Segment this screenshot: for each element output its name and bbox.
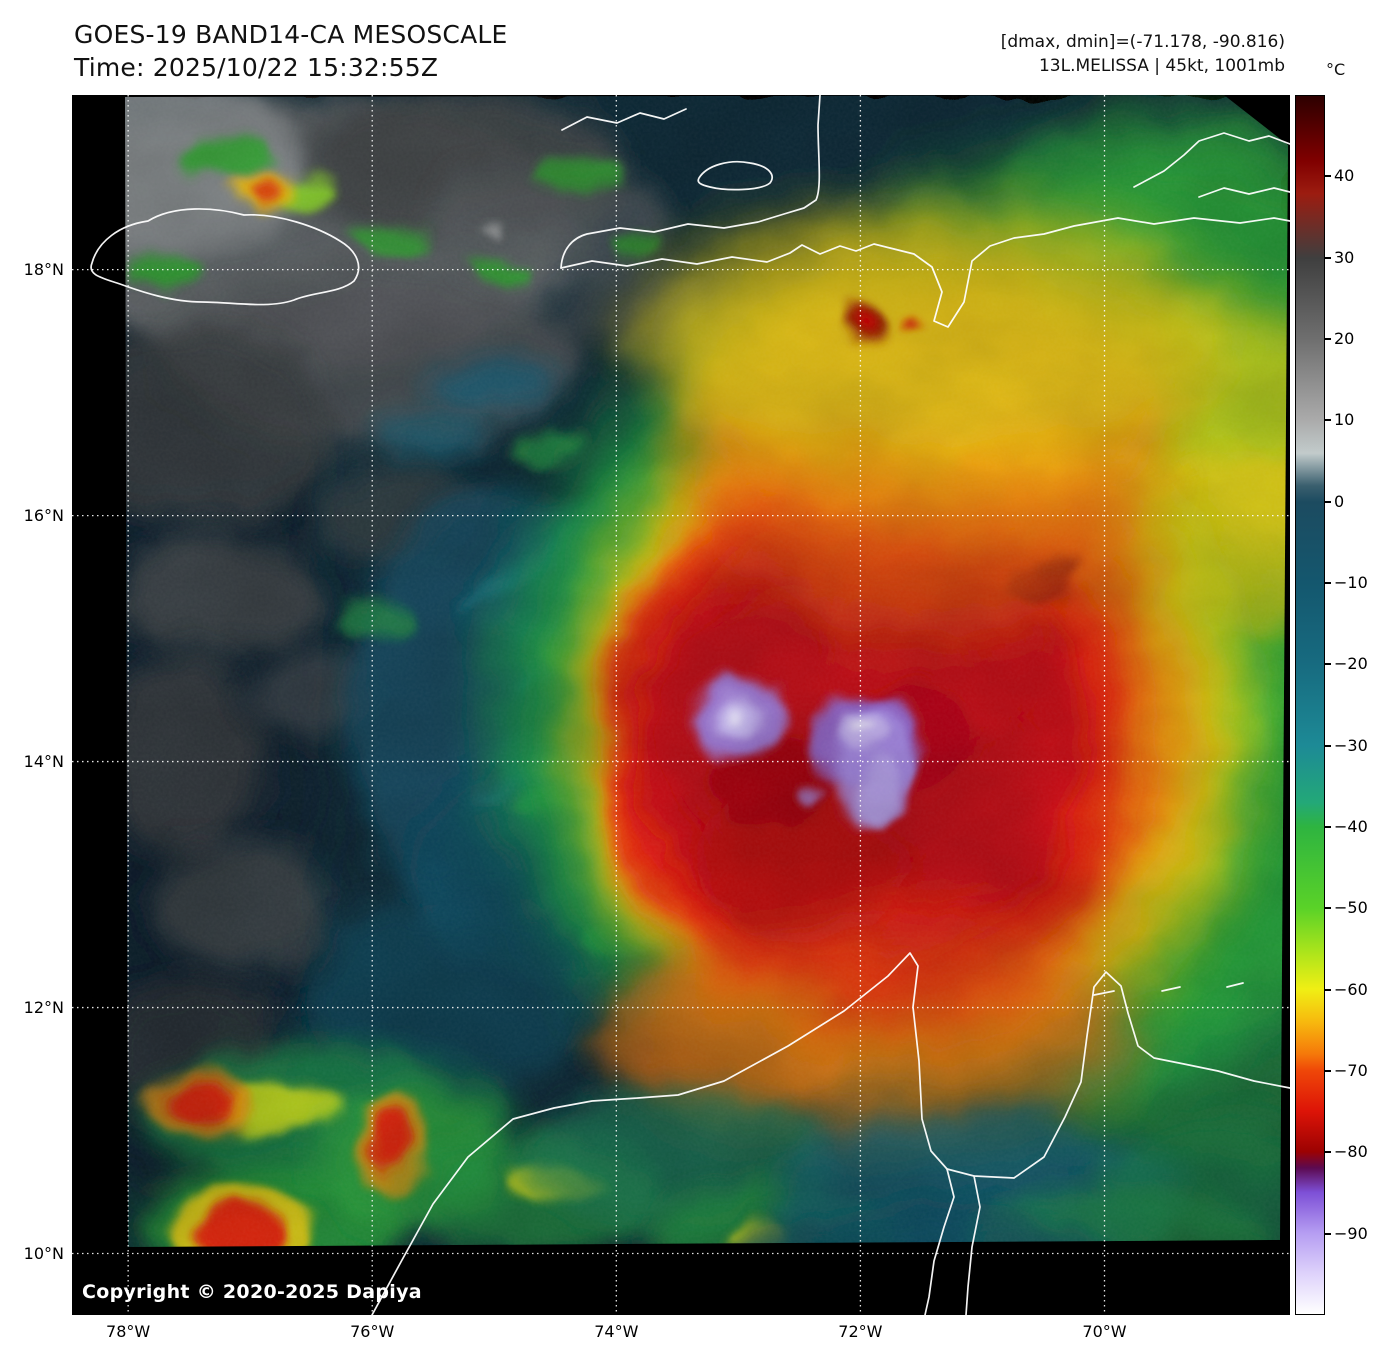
colorbar-tick-label: −50 [1334,898,1368,918]
colorbar-tick-label: −70 [1334,1061,1368,1080]
timestamp: Time: 2025/10/22 15:32:55Z [74,53,439,82]
longitude-tick-label: 72°W [838,1322,883,1341]
colorbar-unit-label: °C [1326,60,1346,79]
colorbar-tick-mark [1325,582,1331,584]
coastline-south-america [371,952,1290,1315]
colorbar-tick-label: −90 [1334,1223,1368,1243]
coastline-haiti-west [560,95,821,269]
colorbar-tick-mark [1325,907,1331,910]
coastline-hispaniola-south [560,217,1290,328]
grid-lines [72,95,1290,1315]
latitude-tick-label: 16°N [23,505,64,525]
colorbar-tick-label: −80 [1334,1142,1368,1162]
colorbar-tick-label: −10 [1334,573,1368,592]
colorbar-tick-label: 0 [1334,491,1345,511]
coastline-maracaibo-west [924,1168,955,1315]
colorbar-tick-label: 30 [1334,247,1355,267]
coastlines [90,95,1290,1315]
coastline-abc-islands [1093,982,1244,996]
colorbar-tick-label: −20 [1334,654,1368,674]
colorbar-tick-mark [1325,256,1331,259]
latitude-tick-label: 12°N [23,997,64,1017]
colorbar-tick-mark [1325,1232,1331,1235]
data-region [125,95,1288,1247]
colorbar-tick-mark [1325,1151,1331,1154]
longitude-tick-label: 74°W [594,1322,639,1341]
colorbar-tick-mark [1325,338,1331,340]
coastline-jamaica [90,208,360,306]
colorbar-tick-label: 20 [1334,329,1355,348]
dmax-dmin-readout: [dmax, dmin]=(-71.178, -90.816) [1000,32,1285,52]
header-right: [dmax, dmin]=(-71.178, -90.816) 13L.MELI… [1001,30,1285,78]
colorbar-tick-mark [1325,744,1331,747]
colorbar-tick-mark [1325,1070,1331,1072]
colorbar-tick-mark [1325,175,1331,178]
colorbar-tick-label: 10 [1334,410,1355,430]
colorbar-tick-mark [1325,988,1331,991]
latitude-tick-label: 14°N [23,751,64,771]
colorbar-tick-mark [1325,663,1331,666]
latitude-tick-label: 18°N [23,259,64,279]
coastline-gonave-island [697,160,773,191]
colorbar-tick-mark [1325,500,1331,503]
colorbar-tick-label: −30 [1334,735,1368,755]
longitude-tick-label: 70°W [1082,1322,1127,1341]
colorbar-tick-label: −60 [1334,979,1368,999]
longitude-tick-label: 76°W [350,1322,395,1341]
coastline-dr-northeast [1133,132,1290,188]
satellite-map: Copyright © 2020-2025 Dapiya [72,95,1290,1315]
longitude-tick-label: 78°W [106,1322,151,1341]
product-title: GOES-19 BAND14-CA MESOSCALE [74,20,508,49]
colorbar-tick-mark [1325,419,1331,422]
colorbar-tick-label: 40 [1334,166,1355,186]
coastline-maracaibo-east [965,1175,981,1315]
header-left: GOES-19 BAND14-CA MESOSCALE Time: 2025/1… [74,18,508,84]
latitude-tick-label: 10°N [23,1243,64,1263]
copyright-label: Copyright © 2020-2025 Dapiya [82,1281,422,1303]
colorbar-tick-label: −40 [1334,817,1368,836]
coastline-cuba-fragment [561,108,687,131]
colorbar-tick-mark [1325,826,1331,828]
coastline-dr-east [1198,187,1290,198]
storm-info: 13L.MELISSA | 45kt, 1001mb [1038,56,1285,76]
satellite-image [72,95,1290,1315]
temperature-colorbar [1295,95,1325,1315]
